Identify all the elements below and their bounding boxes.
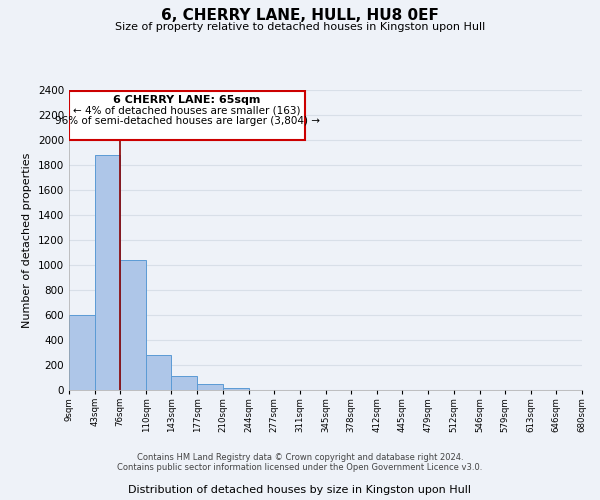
Text: Distribution of detached houses by size in Kingston upon Hull: Distribution of detached houses by size … [128, 485, 472, 495]
Bar [197, 384, 223, 390]
Text: Contains HM Land Registry data © Crown copyright and database right 2024.: Contains HM Land Registry data © Crown c… [137, 454, 463, 462]
Text: ← 4% of detached houses are smaller (163): ← 4% of detached houses are smaller (163… [73, 106, 301, 116]
Bar [95, 155, 120, 390]
Bar [146, 355, 172, 390]
Text: 6 CHERRY LANE: 65sqm: 6 CHERRY LANE: 65sqm [113, 95, 261, 105]
Text: Size of property relative to detached houses in Kingston upon Hull: Size of property relative to detached ho… [115, 22, 485, 32]
FancyBboxPatch shape [69, 91, 305, 140]
Text: Contains public sector information licensed under the Open Government Licence v3: Contains public sector information licen… [118, 464, 482, 472]
Bar [223, 388, 248, 390]
Bar [120, 260, 146, 390]
Bar [69, 315, 95, 390]
Text: 6, CHERRY LANE, HULL, HU8 0EF: 6, CHERRY LANE, HULL, HU8 0EF [161, 8, 439, 22]
Text: 96% of semi-detached houses are larger (3,804) →: 96% of semi-detached houses are larger (… [55, 116, 320, 126]
Y-axis label: Number of detached properties: Number of detached properties [22, 152, 32, 328]
Bar [172, 376, 197, 390]
